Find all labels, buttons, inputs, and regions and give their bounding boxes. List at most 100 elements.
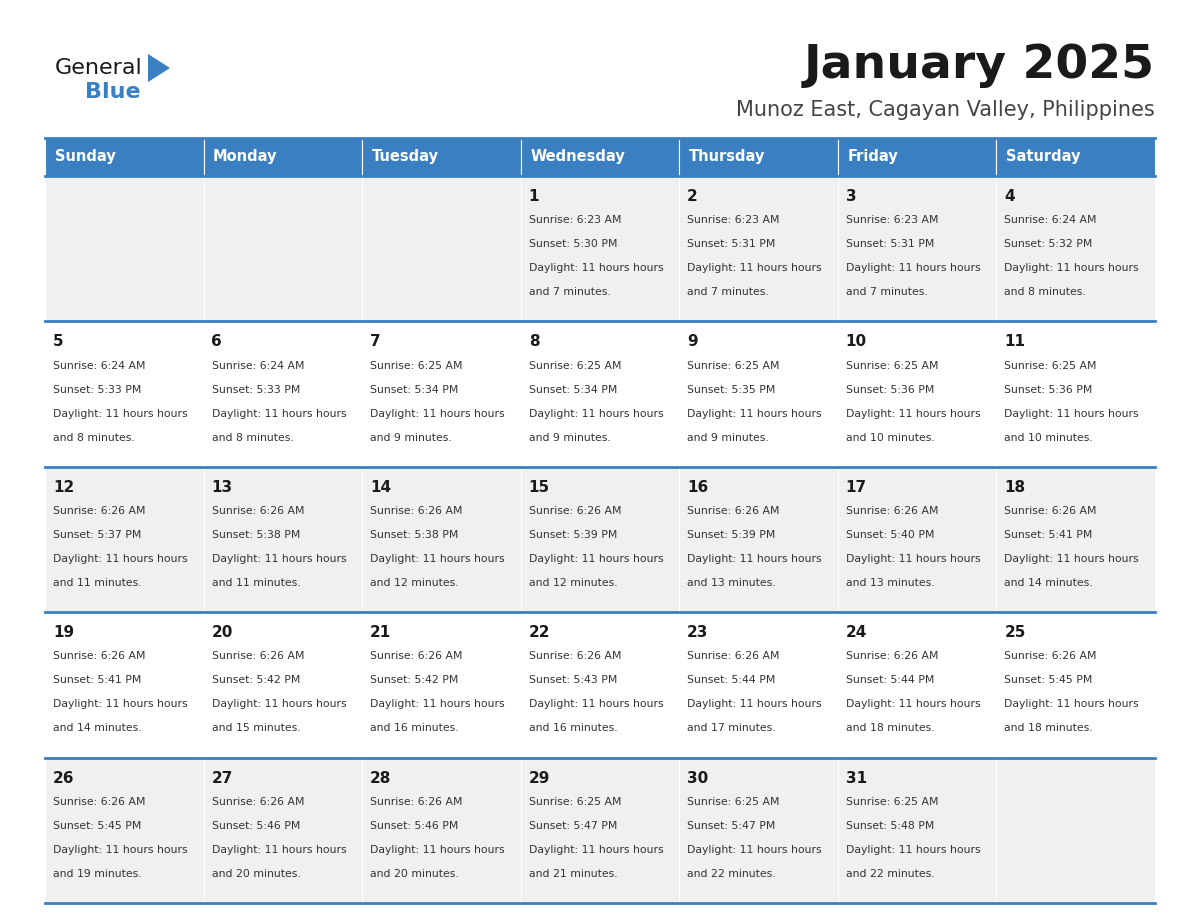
Text: and 20 minutes.: and 20 minutes. [371,868,459,879]
Text: and 12 minutes.: and 12 minutes. [529,578,618,588]
Text: 29: 29 [529,771,550,786]
Bar [203,138,362,176]
Text: and 9 minutes.: and 9 minutes. [371,432,451,442]
Bar [520,466,680,612]
Text: Sunrise: 6:26 AM: Sunrise: 6:26 AM [687,652,779,662]
Text: Friday: Friday [847,150,898,164]
Text: and 20 minutes.: and 20 minutes. [211,868,301,879]
Text: January 2025: January 2025 [804,42,1155,87]
Text: Sunrise: 6:25 AM: Sunrise: 6:25 AM [846,361,939,371]
Text: and 16 minutes.: and 16 minutes. [529,723,618,733]
Text: Sunrise: 6:26 AM: Sunrise: 6:26 AM [211,652,304,662]
Text: and 8 minutes.: and 8 minutes. [211,432,293,442]
Text: 11: 11 [1004,334,1025,350]
Bar [362,757,520,903]
Bar [45,321,203,466]
Text: Wednesday: Wednesday [530,150,625,164]
Bar [362,321,520,466]
Bar [520,321,680,466]
Polygon shape [148,54,170,82]
Bar [997,757,1155,903]
Bar [838,612,997,757]
Text: and 11 minutes.: and 11 minutes. [211,578,301,588]
Text: Daylight: 11 hours hours: Daylight: 11 hours hours [1004,263,1139,274]
Text: Sunset: 5:45 PM: Sunset: 5:45 PM [1004,676,1093,686]
Text: Sunrise: 6:26 AM: Sunrise: 6:26 AM [211,797,304,807]
Text: Sunset: 5:46 PM: Sunset: 5:46 PM [211,821,299,831]
Text: 12: 12 [53,480,74,495]
Bar [203,176,362,321]
Text: Daylight: 11 hours hours: Daylight: 11 hours hours [687,409,822,419]
Text: and 8 minutes.: and 8 minutes. [1004,287,1086,297]
Bar [680,466,838,612]
Text: 16: 16 [687,480,708,495]
Bar [838,176,997,321]
Text: Daylight: 11 hours hours: Daylight: 11 hours hours [846,845,980,855]
Text: Daylight: 11 hours hours: Daylight: 11 hours hours [53,700,188,710]
Text: Sunset: 5:42 PM: Sunset: 5:42 PM [211,676,299,686]
Text: Sunset: 5:36 PM: Sunset: 5:36 PM [846,385,934,395]
Text: 7: 7 [371,334,380,350]
Text: Sunrise: 6:23 AM: Sunrise: 6:23 AM [846,215,939,225]
Bar [997,176,1155,321]
Bar [997,138,1155,176]
Text: 8: 8 [529,334,539,350]
Text: Blue: Blue [86,82,140,102]
Text: Sunset: 5:44 PM: Sunset: 5:44 PM [687,676,776,686]
Text: Sunrise: 6:25 AM: Sunrise: 6:25 AM [529,361,621,371]
Text: Sunset: 5:38 PM: Sunset: 5:38 PM [211,530,299,540]
Text: Sunrise: 6:26 AM: Sunrise: 6:26 AM [687,506,779,516]
Text: Sunrise: 6:26 AM: Sunrise: 6:26 AM [371,797,462,807]
Text: and 7 minutes.: and 7 minutes. [529,287,611,297]
Text: Sunrise: 6:26 AM: Sunrise: 6:26 AM [846,506,939,516]
Bar [520,757,680,903]
Text: and 21 minutes.: and 21 minutes. [529,868,618,879]
Text: 22: 22 [529,625,550,640]
Bar [680,321,838,466]
Text: Sunrise: 6:26 AM: Sunrise: 6:26 AM [53,797,145,807]
Text: Sunset: 5:44 PM: Sunset: 5:44 PM [846,676,934,686]
Text: General: General [55,58,143,78]
Text: 20: 20 [211,625,233,640]
Text: Sunrise: 6:26 AM: Sunrise: 6:26 AM [529,506,621,516]
Text: Daylight: 11 hours hours: Daylight: 11 hours hours [687,263,822,274]
Text: and 19 minutes.: and 19 minutes. [53,868,141,879]
Bar [520,176,680,321]
Bar [680,757,838,903]
Text: Sunrise: 6:26 AM: Sunrise: 6:26 AM [529,652,621,662]
Text: Daylight: 11 hours hours: Daylight: 11 hours hours [371,845,505,855]
Text: and 9 minutes.: and 9 minutes. [529,432,611,442]
Text: Sunrise: 6:26 AM: Sunrise: 6:26 AM [846,652,939,662]
Text: Sunrise: 6:24 AM: Sunrise: 6:24 AM [1004,215,1097,225]
Text: 17: 17 [846,480,867,495]
Bar [203,757,362,903]
Text: and 13 minutes.: and 13 minutes. [687,578,776,588]
Text: Sunrise: 6:26 AM: Sunrise: 6:26 AM [211,506,304,516]
Bar [838,138,997,176]
Bar [997,612,1155,757]
Text: Saturday: Saturday [1006,150,1080,164]
Bar [362,466,520,612]
Text: 31: 31 [846,771,867,786]
Text: and 14 minutes.: and 14 minutes. [1004,578,1093,588]
Text: Daylight: 11 hours hours: Daylight: 11 hours hours [1004,409,1139,419]
Text: Sunday: Sunday [55,150,115,164]
Text: Sunrise: 6:25 AM: Sunrise: 6:25 AM [687,797,779,807]
Text: Daylight: 11 hours hours: Daylight: 11 hours hours [211,700,346,710]
Text: 28: 28 [371,771,392,786]
Bar [203,321,362,466]
Text: Sunset: 5:39 PM: Sunset: 5:39 PM [687,530,776,540]
Bar [45,176,203,321]
Text: Sunset: 5:48 PM: Sunset: 5:48 PM [846,821,934,831]
Bar [680,138,838,176]
Text: and 17 minutes.: and 17 minutes. [687,723,776,733]
Text: Monday: Monday [213,150,278,164]
Text: 21: 21 [371,625,391,640]
Bar [203,466,362,612]
Text: and 22 minutes.: and 22 minutes. [846,868,935,879]
Text: Sunrise: 6:25 AM: Sunrise: 6:25 AM [529,797,621,807]
Bar [45,138,203,176]
Text: and 10 minutes.: and 10 minutes. [846,432,935,442]
Bar [362,176,520,321]
Text: Daylight: 11 hours hours: Daylight: 11 hours hours [53,554,188,564]
